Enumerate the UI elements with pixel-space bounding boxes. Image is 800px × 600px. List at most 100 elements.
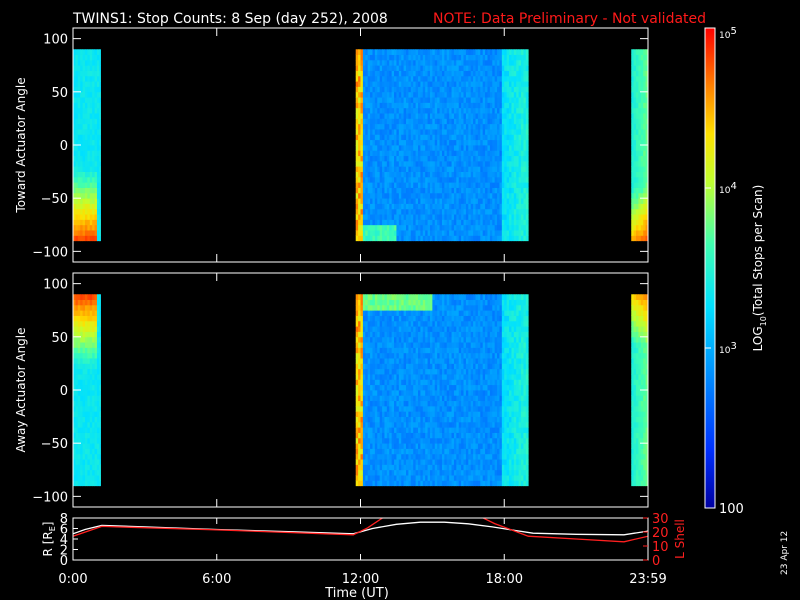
heatmap-cell	[406, 187, 409, 194]
heatmap-cell	[73, 390, 76, 396]
heatmap-cell	[80, 107, 83, 114]
heatmap-cell	[465, 214, 469, 220]
heatmap-cell	[429, 294, 433, 300]
heatmap-cell	[410, 448, 414, 455]
heatmap-cell	[633, 70, 637, 77]
heatmap-cell	[96, 352, 100, 359]
heatmap-cell	[437, 176, 440, 183]
heatmap-cell	[425, 443, 428, 449]
heatmap-cell	[80, 469, 83, 476]
heatmap-cell	[513, 123, 517, 130]
heatmap-cell	[420, 214, 424, 220]
heatmap-cell	[458, 166, 462, 172]
heatmap-cell	[94, 480, 98, 487]
heatmap-cell	[374, 134, 378, 141]
heatmap-cell	[367, 75, 371, 82]
heatmap-cell	[372, 134, 376, 141]
heatmap-cell	[379, 480, 383, 487]
heatmap-cell	[439, 171, 443, 178]
heatmap-cell	[367, 208, 371, 215]
heatmap-cell	[497, 192, 500, 199]
heatmap-cell	[434, 395, 438, 402]
heatmap-cell	[99, 299, 101, 306]
heatmap-cell	[492, 224, 496, 231]
heatmap-cell	[406, 475, 409, 481]
heatmap-cell	[477, 155, 481, 162]
heatmap-cell	[422, 469, 426, 476]
heatmap-cell	[386, 107, 390, 114]
heatmap-cell	[75, 421, 79, 428]
heatmap-cell	[77, 374, 81, 380]
heatmap-cell	[521, 171, 524, 178]
heatmap-cell	[418, 145, 421, 151]
heatmap-cell	[413, 358, 417, 364]
heatmap-cell	[89, 469, 93, 476]
heatmap-cell	[370, 326, 373, 332]
heatmap-cell	[451, 235, 455, 242]
heatmap-cell	[425, 192, 428, 199]
heatmap-cell	[73, 331, 76, 338]
heatmap-cell	[468, 81, 472, 87]
heatmap-cell	[394, 395, 397, 402]
heatmap-cell	[418, 304, 421, 311]
heatmap-cell	[418, 155, 421, 162]
heatmap-cell	[386, 86, 390, 93]
heatmap-cell	[501, 214, 505, 220]
heatmap-cell	[636, 182, 639, 188]
heatmap-cell	[403, 91, 407, 98]
heatmap-cell	[432, 160, 436, 167]
heatmap-cell	[377, 219, 381, 226]
heatmap-cell	[401, 464, 405, 471]
heatmap-cell	[521, 91, 524, 98]
heatmap-cell	[465, 97, 469, 103]
heatmap-cell	[482, 187, 486, 194]
heatmap-cell	[475, 139, 479, 146]
heatmap-cell	[398, 49, 402, 55]
heatmap-cell	[403, 448, 407, 455]
heatmap-cell	[499, 182, 503, 188]
heatmap-cell	[506, 219, 510, 226]
heatmap-cell	[77, 310, 81, 316]
heatmap-cell	[439, 91, 443, 98]
heatmap-cell	[84, 113, 88, 119]
y-tick-label: −50	[41, 192, 68, 207]
heatmap-cell	[643, 113, 647, 119]
heatmap-cell	[391, 235, 395, 242]
heatmap-cell	[425, 182, 428, 188]
heatmap-cell	[391, 363, 395, 370]
heatmap-cell	[391, 230, 395, 236]
heatmap-cell	[427, 326, 431, 332]
heatmap-cell	[401, 129, 405, 135]
heatmap-cell	[398, 363, 402, 370]
heatmap-cell	[384, 427, 388, 433]
heatmap-cell	[427, 347, 431, 354]
heatmap-cell	[444, 102, 448, 109]
heatmap-cell	[360, 160, 364, 167]
heatmap-cell	[427, 129, 431, 135]
heatmap-cell	[425, 326, 428, 332]
heatmap-cell	[401, 459, 405, 465]
heatmap-cell	[415, 139, 419, 146]
heatmap-cell	[382, 294, 385, 300]
heatmap-cell	[640, 102, 644, 109]
heatmap-cell	[384, 453, 388, 460]
heatmap-cell	[406, 437, 409, 444]
heatmap-cell	[504, 224, 508, 231]
heatmap-cell	[82, 81, 86, 87]
heatmap-cell	[73, 70, 76, 77]
heatmap-cell	[358, 123, 361, 130]
heatmap-cell	[384, 145, 388, 151]
heatmap-cell	[427, 230, 431, 236]
heatmap-cell	[420, 304, 424, 311]
heatmap-cell	[401, 171, 405, 178]
heatmap-cell	[415, 469, 419, 476]
heatmap-cell	[410, 54, 414, 61]
heatmap-cell	[362, 166, 366, 172]
heatmap-cell	[370, 405, 373, 412]
heatmap-cell	[506, 102, 510, 109]
heatmap-cell	[429, 363, 433, 370]
heatmap-cell	[374, 310, 378, 316]
heatmap-cell	[403, 230, 407, 236]
heatmap-cell	[427, 469, 431, 476]
heatmap-cell	[99, 315, 101, 322]
